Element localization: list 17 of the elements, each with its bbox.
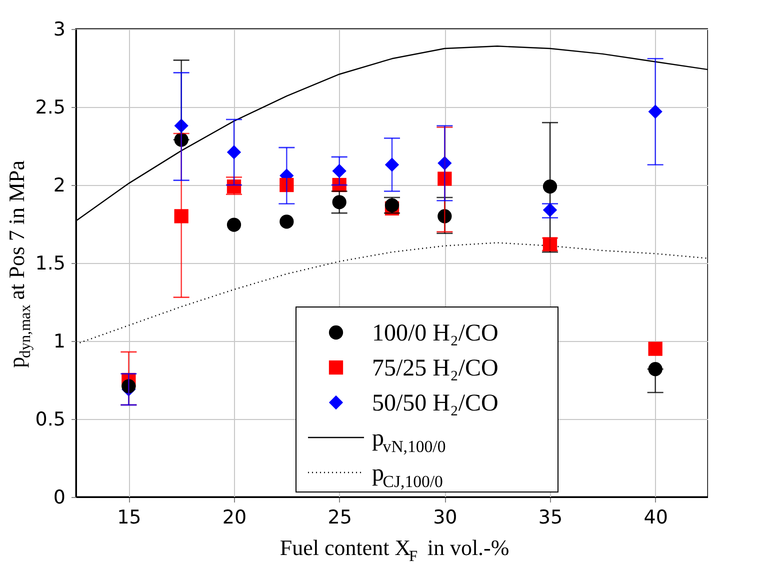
x-tick-label: 25 [328, 506, 352, 528]
y-tick-label: 2 [53, 174, 66, 196]
legend-label: 50/50 H₂/CO [372, 390, 498, 416]
y-axis-title: pdyn,max at Pos 7 in MPa [4, 160, 34, 368]
x-tick-label: 30 [433, 506, 458, 528]
x-tick-label: 15 [117, 506, 142, 528]
legend-label: 100/0 H₂/CO [372, 320, 498, 346]
y-tick-label: 0 [53, 486, 66, 508]
x-tick-label: 40 [644, 506, 668, 528]
y-tick-label: 1.5 [35, 252, 66, 274]
y-tick-label: 0.5 [35, 408, 66, 430]
x-tick-label: 35 [538, 506, 563, 528]
y-tick-label: 2.5 [35, 96, 66, 118]
x-tick-label: 20 [222, 506, 247, 528]
y-tick-label: 1 [53, 330, 66, 352]
legend-label: 75/25 H₂/CO [372, 356, 498, 382]
y-tick-label: 3 [53, 18, 66, 40]
